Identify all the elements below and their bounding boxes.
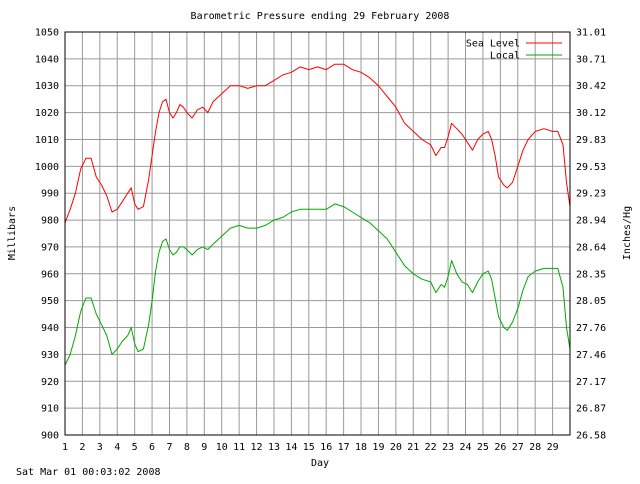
y-tick-label-right: 29.53	[576, 162, 606, 173]
y-tick-label: 990	[41, 189, 59, 200]
chart-title: Barometric Pressure ending 29 February 2…	[191, 11, 450, 22]
x-tick-label: 24	[459, 442, 471, 453]
x-tick-label: 26	[494, 442, 506, 453]
x-tick-label: 10	[216, 442, 228, 453]
y-tick-label: 930	[41, 350, 59, 361]
y-tick-label: 920	[41, 377, 59, 388]
x-tick-label: 4	[114, 442, 120, 453]
x-tick-label: 18	[355, 442, 367, 453]
y-tick-label-right: 30.71	[576, 54, 606, 65]
y-tick-label-right: 31.01	[576, 28, 606, 39]
x-tick-label: 3	[97, 442, 103, 453]
x-tick-label: 19	[372, 442, 384, 453]
y-tick-label-right: 27.17	[576, 377, 606, 388]
series-lines	[64, 63, 571, 366]
y-tick-label: 970	[41, 242, 59, 253]
y-tick-label: 1020	[35, 108, 59, 119]
x-axis-label: Day	[311, 458, 329, 469]
y-tick-label-right: 27.46	[576, 350, 606, 361]
y-tick-label: 1010	[35, 135, 59, 146]
x-tick-label: 14	[285, 442, 297, 453]
x-tick-label: 23	[442, 442, 454, 453]
x-tick-label: 12	[251, 442, 263, 453]
x-tick-label: 16	[320, 442, 332, 453]
x-tick-label: 7	[166, 442, 172, 453]
x-tick-label: 6	[149, 442, 155, 453]
x-tick-label: 13	[268, 442, 280, 453]
y-tick-label: 950	[41, 296, 59, 307]
y-tick-label: 1040	[35, 54, 59, 65]
legend-label: Local	[490, 51, 520, 62]
y-tick-label-right: 27.76	[576, 323, 606, 334]
y-tick-label-right: 30.42	[576, 81, 606, 92]
y-ticks-right: 26.58 26.87 27.17 27.46 27.76 28.05 28.35 28.64…	[576, 28, 606, 442]
x-tick-label: 21	[407, 442, 419, 453]
y-axis-label-left: Millibars	[7, 206, 18, 260]
y-tick-label-right: 26.87	[576, 404, 606, 415]
y-tick-label: 900	[41, 431, 59, 442]
y-tick-label: 980	[41, 216, 59, 227]
grid	[65, 32, 570, 435]
x-tick-label: 2	[79, 442, 85, 453]
y-tick-label-right: 29.83	[576, 135, 606, 146]
y-tick-label: 960	[41, 269, 59, 280]
y-tick-label: 1030	[35, 81, 59, 92]
series-line-local	[64, 203, 571, 366]
x-tick-label: 20	[390, 442, 402, 453]
x-tick-label: 28	[529, 442, 541, 453]
y-tick-label-right: 28.94	[576, 216, 606, 227]
x-tick-label: 11	[233, 442, 245, 453]
y-tick-label: 910	[41, 404, 59, 415]
legend-label: Sea Level	[466, 39, 520, 50]
y-tick-label-right: 26.58	[576, 431, 606, 442]
series-line-sea-level	[64, 63, 571, 223]
y-tick-label-right: 28.05	[576, 296, 606, 307]
x-tick-label: 1	[62, 442, 68, 453]
timestamp-footer: Sat Mar 01 00:03:02 2008	[16, 467, 161, 478]
plot-frame	[64, 31, 571, 436]
y-tick-label: 1050	[35, 28, 59, 39]
x-tick-label: 25	[477, 442, 489, 453]
x-tick-label: 8	[184, 442, 190, 453]
x-tick-label: 29	[547, 442, 559, 453]
x-tick-label: 15	[303, 442, 315, 453]
y-axis-label-right: Inches/Hg	[622, 206, 633, 260]
x-tick-label: 5	[132, 442, 138, 453]
y-ticks-left: 900 910 920 930 940 950 960 970 980 990 1000 1010 10…	[35, 28, 59, 442]
y-tick-label: 1000	[35, 162, 59, 173]
x-ticks: 1 2 3 4 5 6 7 8 9 10 11 12 13 14 15 16 17 18 19 20 21 22 23 24 2…	[62, 442, 559, 453]
x-tick-label: 9	[201, 442, 207, 453]
y-tick-label-right: 29.23	[576, 189, 606, 200]
y-tick-label-right: 28.35	[576, 269, 606, 280]
x-tick-label: 27	[512, 442, 524, 453]
y-tick-label: 940	[41, 323, 59, 334]
x-tick-label: 17	[338, 442, 350, 453]
y-tick-label-right: 30.12	[576, 108, 606, 119]
y-tick-label-right: 28.64	[576, 242, 606, 253]
x-tick-label: 22	[425, 442, 437, 453]
